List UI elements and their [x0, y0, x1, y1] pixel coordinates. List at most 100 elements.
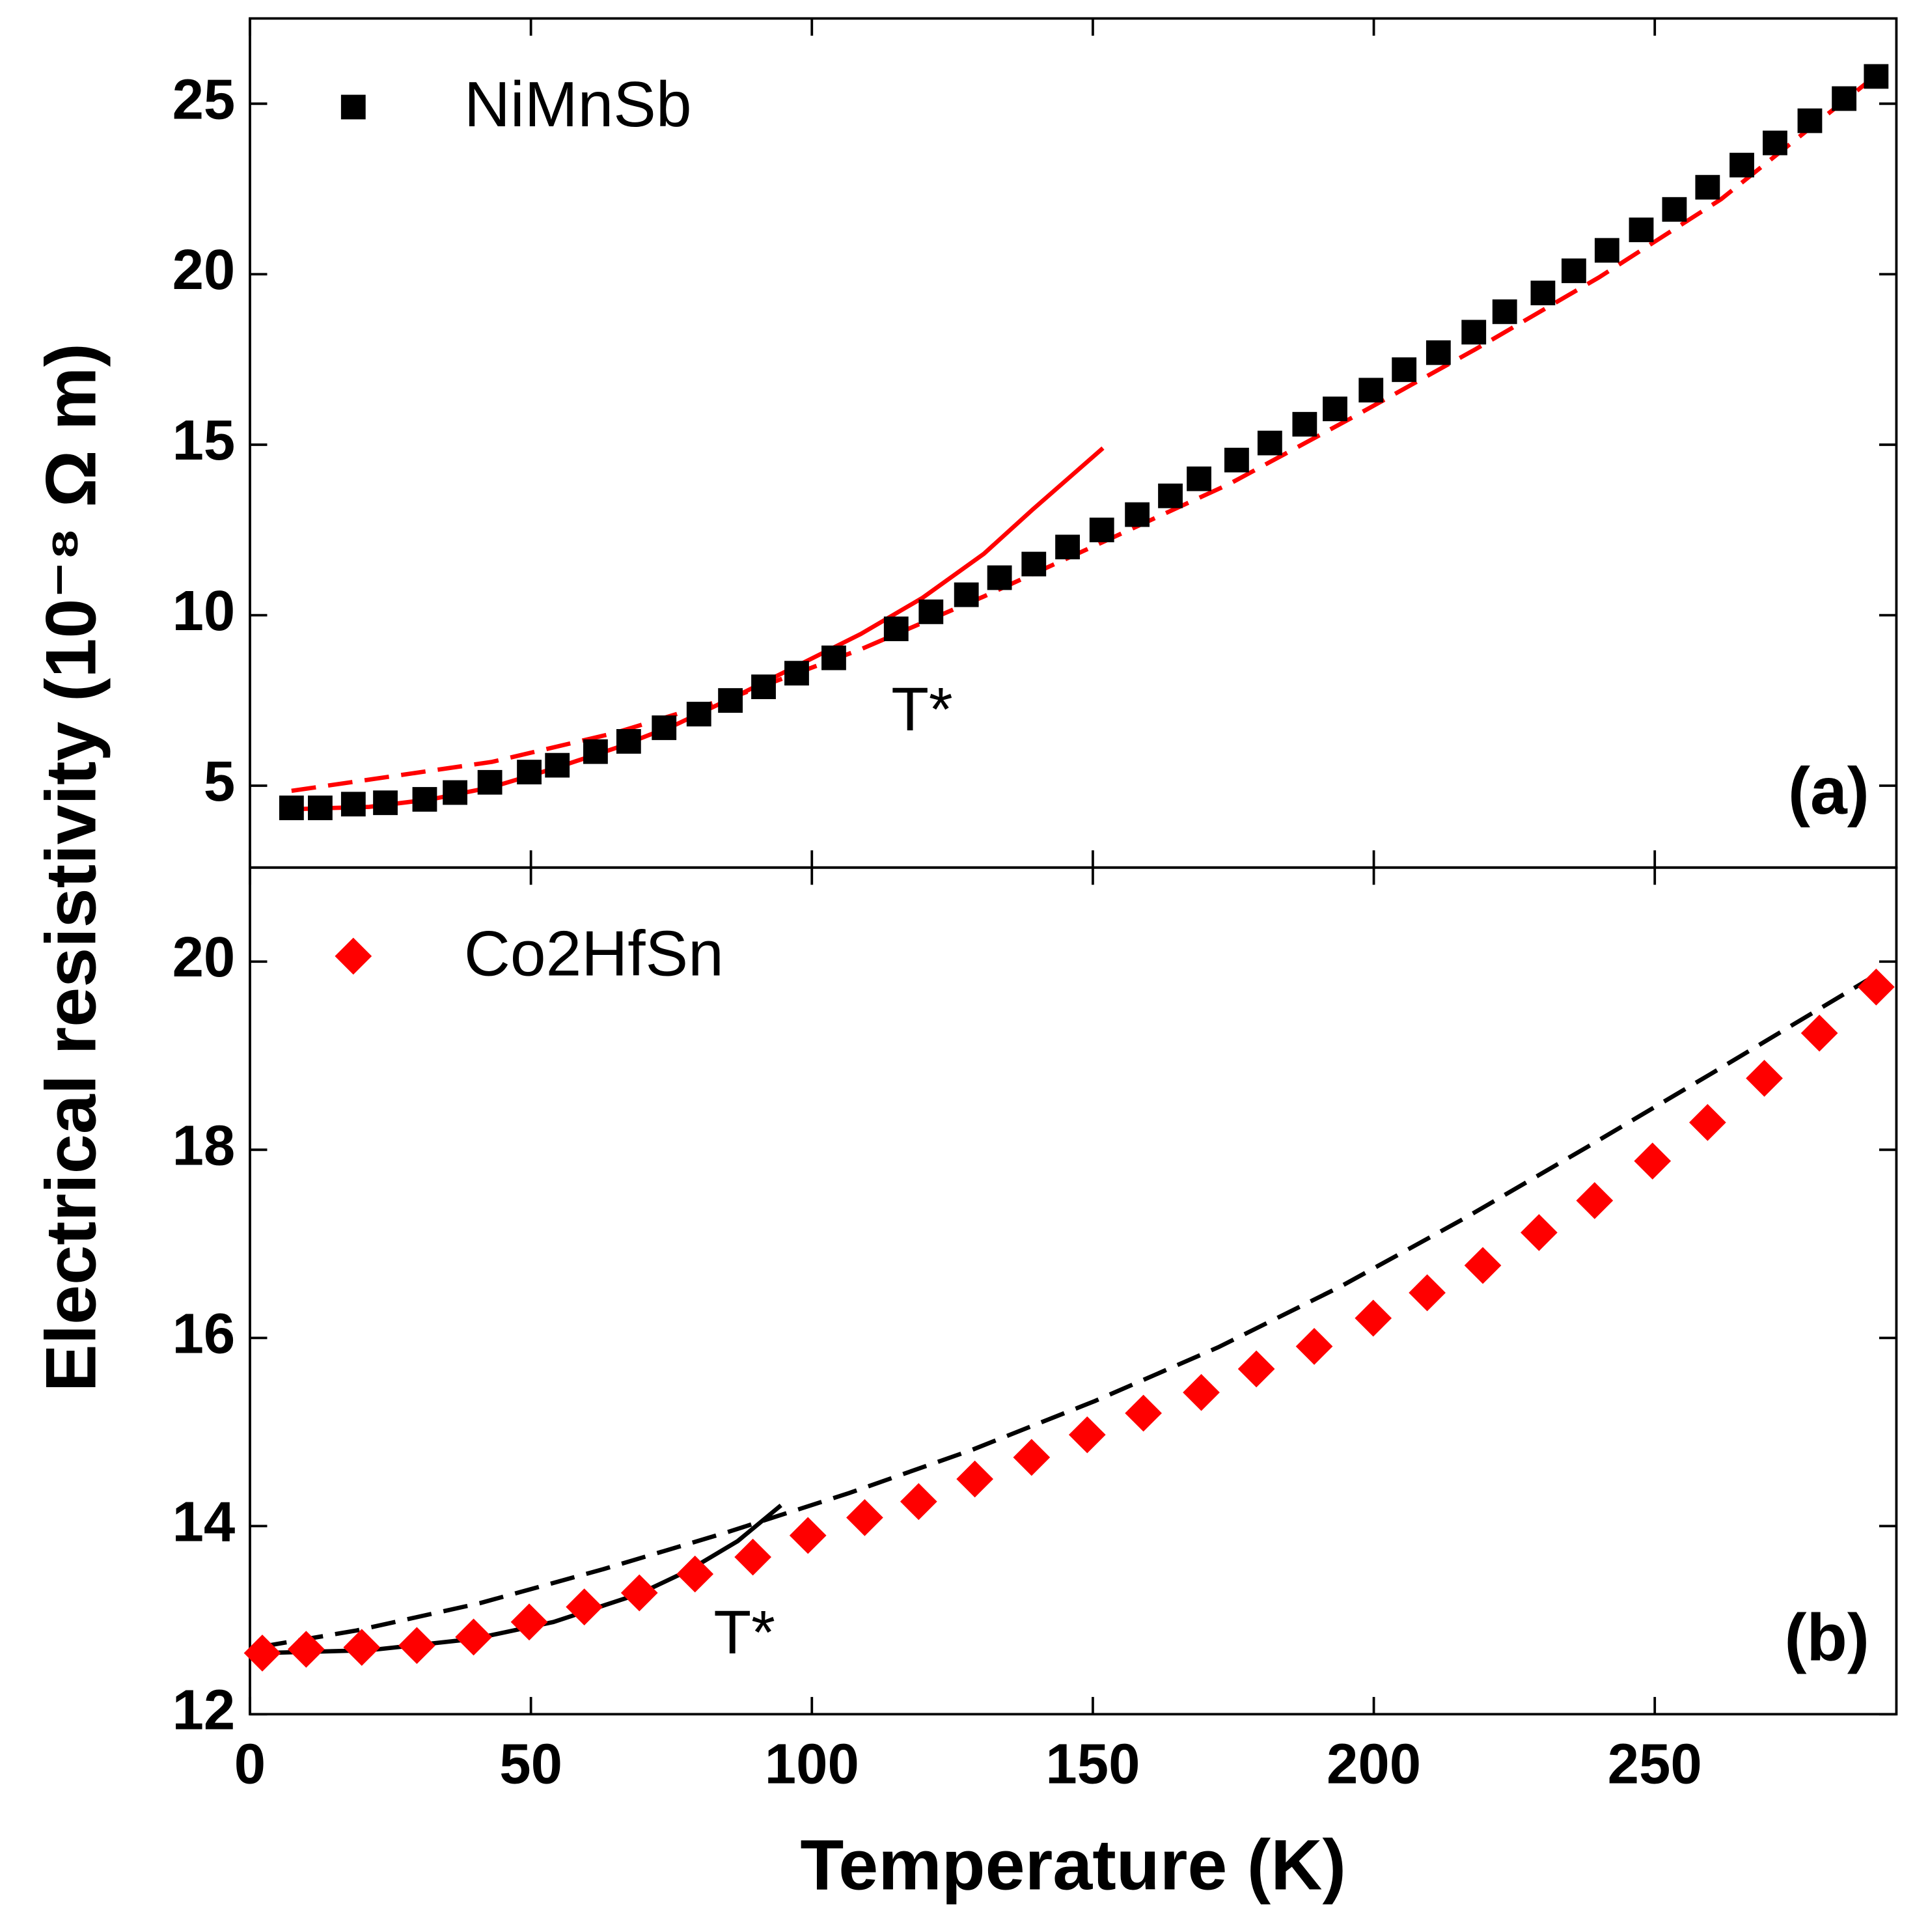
legend-marker — [340, 94, 366, 120]
y-tick-label: 5 — [204, 750, 235, 813]
data-point — [307, 795, 333, 820]
data-point — [279, 795, 304, 820]
data-point — [1355, 1299, 1392, 1337]
data-point — [545, 752, 570, 778]
data-point — [1013, 1439, 1051, 1476]
data-point — [789, 1517, 827, 1554]
x-tick-label: 200 — [1327, 1733, 1421, 1796]
data-point — [846, 1499, 883, 1536]
y-tick-label: 16 — [172, 1302, 236, 1365]
data-point — [1521, 1214, 1558, 1251]
x-tick-label: 50 — [499, 1733, 562, 1796]
data-point — [412, 787, 437, 812]
data-point — [900, 1483, 937, 1521]
data-point — [1634, 1142, 1672, 1180]
x-tick-label: 250 — [1608, 1733, 1702, 1796]
data-point — [1729, 152, 1754, 178]
data-point — [883, 616, 909, 641]
y-tick-label: 10 — [172, 579, 236, 642]
data-point — [751, 674, 776, 700]
fit-line — [262, 976, 1871, 1649]
data-point — [616, 729, 641, 754]
data-point — [343, 1629, 381, 1666]
data-point — [455, 1618, 492, 1656]
data-point — [1089, 518, 1114, 543]
data-point — [287, 1631, 325, 1668]
data-point — [1292, 411, 1317, 437]
data-point — [1224, 447, 1249, 473]
y-tick-label: 18 — [172, 1114, 236, 1177]
data-point — [821, 645, 846, 670]
y-tick-label: 14 — [172, 1490, 236, 1553]
data-point — [510, 1603, 548, 1641]
data-point — [1158, 483, 1183, 508]
data-point — [1797, 108, 1823, 133]
data-point — [1409, 1274, 1446, 1312]
data-point — [583, 739, 608, 764]
data-point — [243, 1635, 281, 1672]
data-point — [1426, 340, 1451, 365]
legend-label: NiMnSb — [464, 68, 692, 140]
panel-label: (a) — [1788, 754, 1869, 828]
annotation: T* — [713, 1598, 775, 1667]
data-point — [1561, 258, 1586, 283]
data-point — [1125, 502, 1150, 527]
data-point — [1237, 1350, 1275, 1388]
y-tick-label: 20 — [172, 926, 236, 989]
data-point — [1068, 1416, 1106, 1454]
data-point — [918, 599, 944, 624]
legend-label: Co2HfSn — [464, 918, 724, 989]
data-point — [784, 661, 809, 686]
data-point — [1295, 1327, 1333, 1365]
plot-frame — [249, 17, 1898, 869]
data-point — [956, 1460, 993, 1498]
data-point — [398, 1627, 435, 1664]
data-point — [1629, 217, 1654, 243]
data-point — [1864, 64, 1889, 89]
data-point — [987, 565, 1012, 590]
data-point — [1857, 968, 1895, 1006]
data-point — [1594, 238, 1619, 263]
data-point — [1492, 299, 1517, 324]
data-point — [1576, 1181, 1614, 1219]
data-point — [620, 1574, 658, 1612]
data-point — [1257, 430, 1282, 456]
x-tick-label: 0 — [234, 1733, 266, 1796]
x-axis-label: Temperature (K) — [800, 1825, 1346, 1905]
data-point — [1746, 1060, 1783, 1097]
data-point — [734, 1538, 771, 1576]
data-point — [1323, 396, 1347, 422]
data-point — [1358, 378, 1384, 403]
data-point — [1530, 281, 1556, 305]
data-point — [1125, 1394, 1162, 1432]
data-point — [443, 780, 467, 805]
data-point — [373, 790, 398, 816]
data-point — [1461, 320, 1487, 345]
fit-line — [291, 446, 1105, 812]
data-point — [1021, 551, 1047, 577]
data-point — [1662, 197, 1687, 222]
data-point — [1688, 1104, 1726, 1141]
data-point — [1392, 357, 1417, 382]
annotation: T* — [891, 675, 953, 744]
data-point — [517, 760, 542, 784]
data-point — [1695, 174, 1720, 200]
data-point — [652, 715, 677, 740]
y-tick-label: 15 — [172, 409, 236, 472]
fit-line — [291, 69, 1883, 794]
data-point — [1800, 1014, 1838, 1052]
plot-frame — [249, 866, 1898, 1716]
panel-label: (b) — [1784, 1601, 1869, 1675]
data-point — [954, 582, 979, 607]
data-point — [1183, 1373, 1220, 1411]
x-tick-label: 100 — [765, 1733, 859, 1796]
data-point — [477, 769, 503, 795]
data-point — [1832, 86, 1857, 111]
y-tick-label: 12 — [172, 1678, 236, 1741]
data-point — [718, 688, 743, 713]
data-point — [1187, 466, 1211, 491]
data-point — [686, 702, 711, 726]
data-point — [1763, 130, 1787, 156]
legend-marker — [335, 937, 372, 975]
